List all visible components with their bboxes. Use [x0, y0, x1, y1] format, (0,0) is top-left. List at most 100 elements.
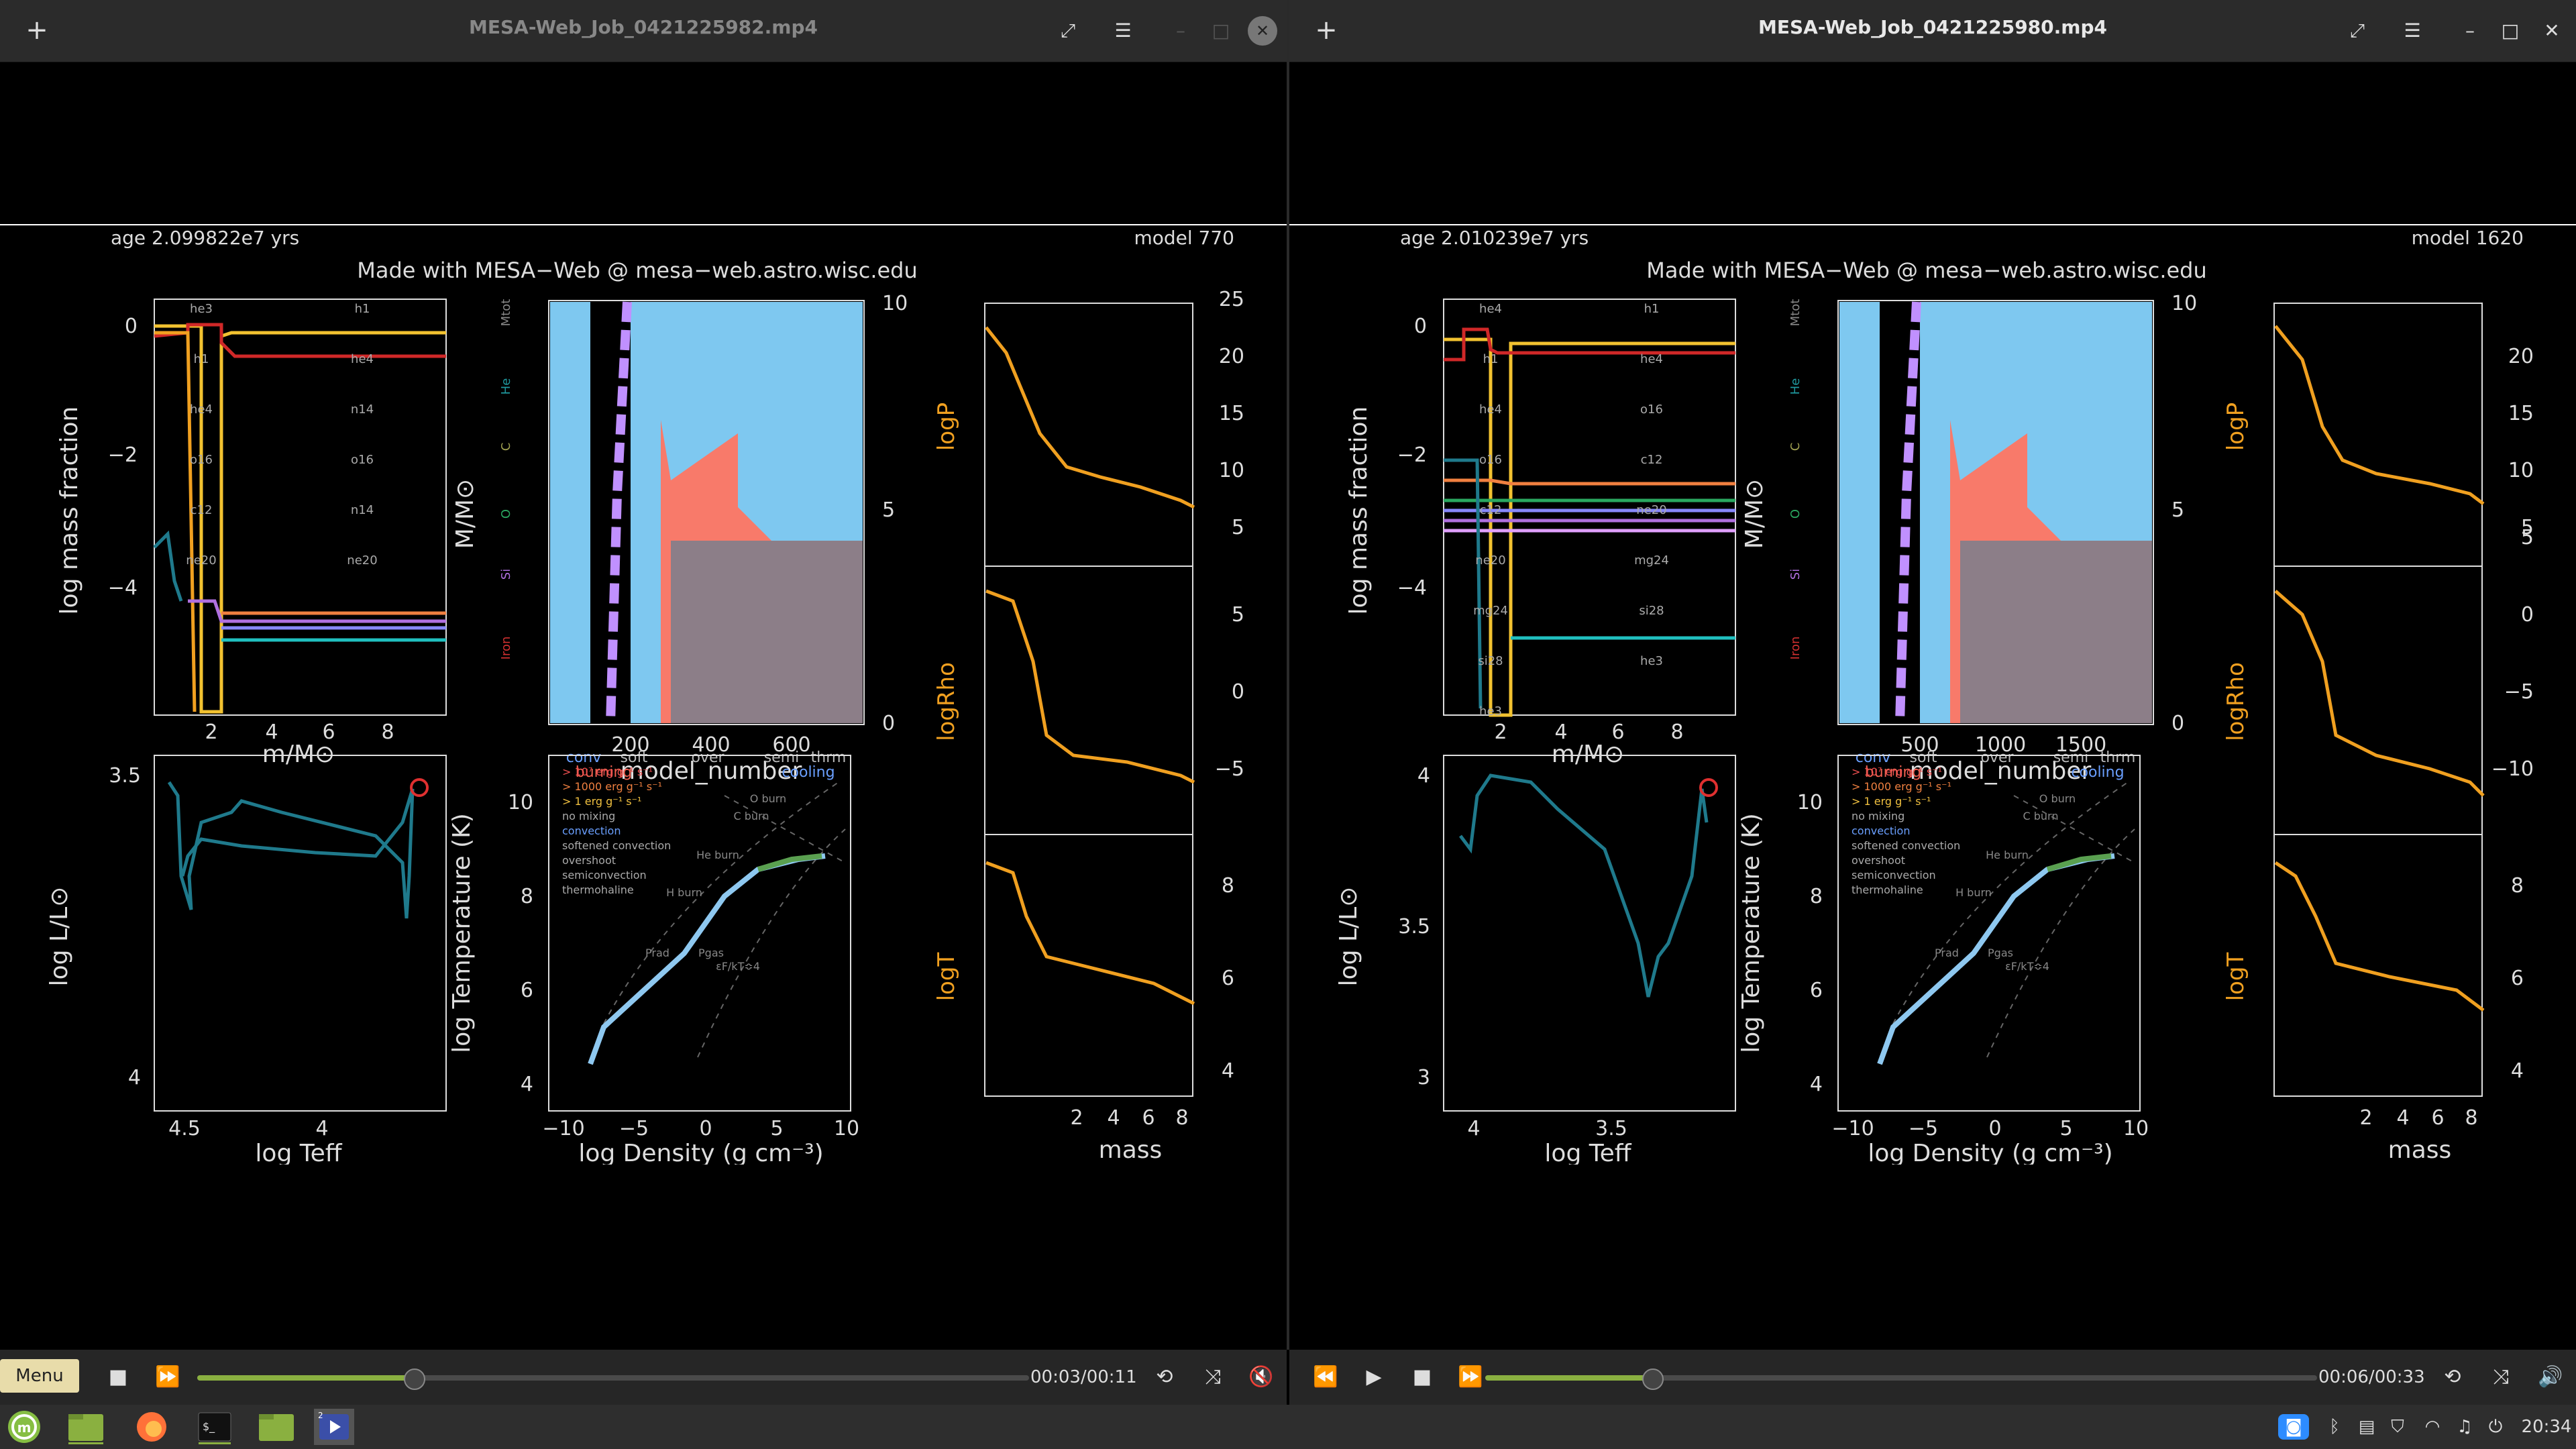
kippenhahn-y-label: M/M⊙ — [451, 479, 479, 549]
shield-icon[interactable]: ⛉ — [2391, 1417, 2404, 1437]
shuffle-icon[interactable]: ⤨ — [1205, 1365, 1221, 1389]
mint-menu-icon[interactable]: m — [4, 1409, 44, 1445]
x-tick: 0 — [1988, 1117, 2001, 1140]
video-window-left: + MESA-Web_Job_0421225982.mp4 ⤢ ☰ – □ ✕ … — [0, 0, 1287, 1350]
maximize-icon[interactable]: □ — [1212, 19, 1230, 42]
seek-handle[interactable] — [404, 1368, 426, 1390]
video-player-icon[interactable]: 2 — [314, 1409, 354, 1445]
hr-track — [1459, 773, 1709, 998]
window-title: MESA-Web_Job_0421225982.mp4 — [469, 16, 818, 38]
kipp-legend-item: conv — [566, 749, 602, 766]
y-tick: 0 — [2521, 603, 2534, 627]
abundance-curve-label: o16 — [1640, 402, 1663, 417]
play-icon[interactable]: ▶ — [1366, 1365, 1382, 1389]
x-tick: 4 — [2396, 1106, 2409, 1130]
add-icon[interactable]: + — [25, 15, 48, 46]
y-tick: −4 — [108, 576, 138, 600]
logT-curve — [2274, 861, 2485, 1012]
wifi-icon[interactable]: ◠ — [2424, 1417, 2440, 1437]
fast-forward-icon[interactable]: ⏩ — [1458, 1365, 1483, 1389]
music-icon[interactable]: ♫ — [2457, 1417, 2473, 1437]
x-tick: 4 — [1107, 1106, 1120, 1130]
y-tick: 4 — [521, 1073, 533, 1096]
player-controls-left: ■ ⏩ 00:03/00:11 ⟲ ⤨ 🔇 — [0, 1350, 1287, 1405]
zoom-icon[interactable]: ◙ — [2278, 1414, 2309, 1440]
clipboard-icon[interactable]: ▤ — [2358, 1417, 2375, 1437]
hr-y-label: log L/L⊙ — [1335, 887, 1362, 987]
add-icon[interactable]: + — [1315, 15, 1338, 46]
logRho-curve — [2274, 590, 2485, 797]
y-tick: 10 — [2508, 459, 2534, 482]
trho-legend-item: no mixing — [562, 810, 615, 822]
y-tick: 4 — [2511, 1059, 2524, 1083]
hr-track — [167, 781, 415, 919]
y-tick: −10 — [2491, 757, 2534, 781]
abundance-curve — [1444, 478, 1735, 486]
x-tick: 0 — [699, 1117, 712, 1140]
abundance-curve — [1444, 458, 1483, 709]
abundance-curve — [1444, 337, 1735, 717]
element-label: Si — [1788, 569, 1803, 580]
fullscreen-icon[interactable]: ⤢ — [2349, 19, 2365, 42]
trho-legend-item: > 1 erg g⁻¹ s⁻¹ — [562, 795, 641, 808]
close-icon[interactable]: ✕ — [2544, 19, 2560, 42]
zone-label: O burn — [750, 792, 786, 805]
folder-icon[interactable] — [256, 1409, 297, 1445]
abundance-curve-label: he3 — [1479, 704, 1502, 718]
abundance-curve-label: c12 — [1641, 453, 1663, 467]
bluetooth-icon[interactable]: ᛒ — [2329, 1417, 2340, 1437]
loop-icon[interactable]: ⟲ — [2444, 1365, 2461, 1389]
fullscreen-icon[interactable]: ⤢ — [1060, 19, 1076, 42]
y-tick: 5 — [1232, 516, 1244, 539]
trho-legend-item: softened convection — [1851, 839, 1960, 852]
minimize-icon[interactable]: – — [1176, 19, 1185, 42]
trho-y-label: log Temperature (K) — [448, 813, 476, 1053]
kippenhahn-y-label: M/M⊙ — [1741, 479, 1768, 549]
terminal-icon[interactable]: $_ — [195, 1409, 235, 1445]
kipp-legend-item: thrm — [811, 749, 847, 766]
y-tick: 6 — [521, 979, 533, 1002]
fast-forward-icon[interactable]: ⏩ — [155, 1365, 180, 1389]
loop-icon[interactable]: ⟲ — [1156, 1365, 1173, 1389]
minimize-icon[interactable]: – — [2465, 19, 2475, 42]
stop-icon[interactable]: ■ — [1412, 1365, 1432, 1389]
seek-handle[interactable] — [1642, 1368, 1664, 1390]
current-position-marker — [410, 778, 429, 797]
logRho-panel — [2273, 566, 2483, 835]
stop-icon[interactable]: ■ — [108, 1365, 128, 1389]
y-tick: 6 — [1810, 979, 1823, 1002]
volume-icon[interactable]: 🔊 — [2538, 1365, 2563, 1389]
hamburger-menu-icon[interactable]: ☰ — [1114, 19, 1132, 42]
y-tick: 5 — [2521, 516, 2534, 539]
kippenhahn-plot — [1837, 300, 2154, 725]
seek-bar[interactable] — [197, 1368, 1029, 1390]
seek-bar[interactable] — [1485, 1368, 2317, 1390]
logT-label: logT — [2222, 952, 2249, 1001]
files-icon[interactable] — [66, 1409, 106, 1445]
credit-label: Made with MESA−Web @ mesa−web.astro.wisc… — [357, 258, 918, 283]
x-tick: 5 — [2059, 1117, 2072, 1140]
close-icon[interactable]: ✕ — [1248, 16, 1277, 46]
logP-curve — [2274, 325, 2485, 505]
kippenhahn-x-label: model_number — [621, 757, 802, 785]
firefox-icon[interactable] — [131, 1409, 172, 1445]
kipp-legend-item: cooling — [782, 764, 835, 781]
hamburger-menu-icon[interactable]: ☰ — [2404, 19, 2421, 42]
abundance-curve-label: ne20 — [347, 553, 377, 568]
shuffle-icon[interactable]: ⤨ — [2493, 1365, 2509, 1389]
trho-legend-item: no mixing — [1851, 810, 1904, 822]
abundance-curve — [1444, 327, 1735, 362]
trho-x-label: log Density (g cm⁻³) — [578, 1140, 823, 1165]
menu-button[interactable]: Menu — [0, 1359, 79, 1393]
rewind-icon[interactable]: ⏪ — [1313, 1365, 1338, 1389]
zone-label: C burn — [2023, 810, 2059, 822]
abundance-curve-label: mg24 — [1473, 604, 1508, 618]
trho-legend-item: convection — [1851, 824, 1910, 837]
x-tick: 6 — [1611, 720, 1624, 744]
power-icon[interactable]: ⏻ — [2488, 1417, 2503, 1437]
mute-icon[interactable]: 🔇 — [1248, 1365, 1274, 1389]
window-title: MESA-Web_Job_0421225980.mp4 — [1758, 16, 2107, 38]
maximize-icon[interactable]: □ — [2501, 19, 2520, 42]
svg-text:m: m — [17, 1419, 32, 1436]
abundance-curve-label: si28 — [1478, 654, 1503, 668]
